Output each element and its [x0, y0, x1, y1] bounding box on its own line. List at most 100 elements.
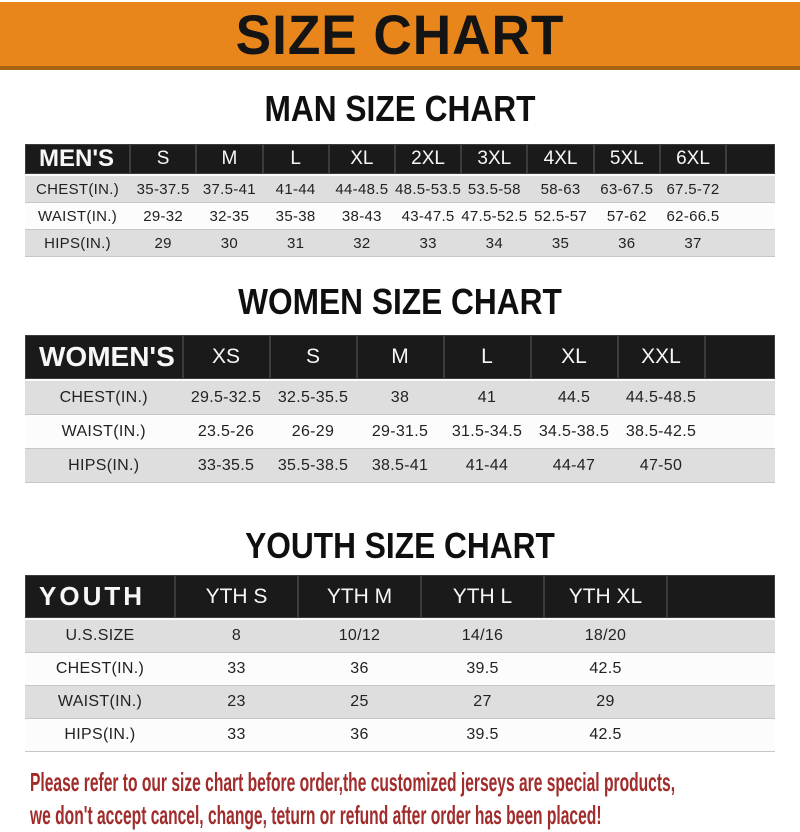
size-value: 36 — [297, 718, 421, 752]
size-value: 44.5-48.5 — [617, 379, 705, 415]
size-value: 36 — [593, 229, 660, 257]
table-row: CHEST(IN.) 35-37.5 37.5-41 41-44 44-48.5 48.5… — [25, 174, 775, 203]
size-value: 23.5-26 — [182, 414, 270, 449]
row-filler — [726, 229, 775, 257]
youth-size-table: YOUTH YTH S YTH M YTH L YTH XL U.S.SIZE 8 10/12… — [25, 575, 775, 752]
row-label: HIPS(IN.) — [25, 448, 183, 483]
size-column-header: XL — [530, 335, 618, 381]
size-column-header: 3XL — [461, 144, 528, 176]
size-value: 27 — [420, 685, 544, 719]
size-value: 35 — [527, 229, 594, 257]
size-column-header: S — [130, 144, 197, 176]
row-label: HIPS(IN.) — [25, 718, 175, 752]
size-value: 10/12 — [297, 618, 421, 653]
size-value: 63-67.5 — [593, 174, 660, 203]
size-column-header: S — [269, 335, 357, 381]
size-value: 29-32 — [130, 202, 197, 230]
row-filler — [726, 174, 775, 203]
size-value: 29 — [130, 229, 197, 257]
table-row: WAIST(IN.) 29-32 32-35 35-38 38-43 43-47.5 47.… — [25, 202, 775, 230]
size-value: 35-37.5 — [130, 174, 197, 203]
size-value: 41-44 — [262, 174, 329, 203]
table-header-row: YOUTH YTH S YTH M YTH L YTH XL — [25, 575, 775, 620]
row-filler — [666, 718, 775, 752]
footer-line-1: Please refer to our size chart before or… — [30, 767, 676, 797]
table-row: HIPS(IN.) 33-35.5 35.5-38.5 38.5-41 41-44 44-… — [25, 448, 775, 483]
size-value: 41-44 — [443, 448, 531, 483]
size-column-header: 4XL — [527, 144, 594, 176]
size-value: 48.5-53.5 — [394, 174, 462, 203]
size-value: 44.5 — [530, 379, 618, 415]
man-size-table: MEN'S S M L XL 2XL 3XL 4XL 5XL 6XL CHEST(IN.) 35-37… — [25, 144, 775, 257]
size-value: 41 — [443, 379, 531, 415]
table-row: HIPS(IN.) 33 36 39.5 42.5 — [25, 718, 775, 752]
size-value: 25 — [297, 685, 421, 719]
size-value: 29.5-32.5 — [182, 379, 270, 415]
table-row: U.S.SIZE 8 10/12 14/16 18/20 — [25, 618, 775, 653]
size-column-header: M — [196, 144, 263, 176]
size-value: 39.5 — [420, 718, 544, 752]
section-title: YOUTH SIZE CHART — [245, 525, 555, 566]
size-value: 31.5-34.5 — [443, 414, 531, 449]
header-filler — [704, 335, 775, 381]
size-value: 36 — [297, 652, 421, 686]
size-value: 44-48.5 — [328, 174, 395, 203]
section-women-size-chart: WOMEN SIZE CHART WOMEN'S XS S M L XL XXL CHEST(I… — [0, 281, 800, 483]
section-man-size-chart: MAN SIZE CHART MEN'S S M L XL 2XL 3XL 4XL 5XL 6XL C… — [0, 88, 800, 257]
size-value: 57-62 — [593, 202, 660, 230]
size-value: 39.5 — [420, 652, 544, 686]
table-row: WAIST(IN.) 23 25 27 29 — [25, 685, 775, 719]
table-row: WAIST(IN.) 23.5-26 26-29 29-31.5 31.5-34.5 34… — [25, 414, 775, 449]
size-value: 34 — [461, 229, 528, 257]
size-value: 38.5-41 — [356, 448, 444, 483]
section-title: WOMEN SIZE CHART — [238, 281, 562, 322]
size-value: 53.5-58 — [461, 174, 528, 203]
size-column-header: YTH M — [297, 575, 421, 620]
row-filler — [726, 202, 775, 230]
header-filler — [666, 575, 775, 620]
size-value: 67.5-72 — [659, 174, 727, 203]
size-value: 35.5-38.5 — [269, 448, 357, 483]
row-filler — [704, 448, 775, 483]
size-value: 52.5-57 — [527, 202, 594, 230]
size-value: 32 — [328, 229, 395, 257]
size-value: 14/16 — [420, 618, 544, 653]
size-column-header: L — [262, 144, 329, 176]
section-youth-size-chart: YOUTH SIZE CHART YOUTH YTH S YTH M YTH L YTH … — [0, 525, 800, 752]
table-header-row: WOMEN'S XS S M L XL XXL — [25, 335, 775, 381]
size-column-header: XL — [328, 144, 395, 176]
row-label: CHEST(IN.) — [25, 379, 183, 415]
size-value: 38 — [356, 379, 444, 415]
size-value: 34.5-38.5 — [530, 414, 618, 449]
size-value: 8 — [174, 618, 298, 653]
size-value: 33-35.5 — [182, 448, 270, 483]
size-column-header: L — [443, 335, 531, 381]
page-title: SIZE CHART — [235, 2, 565, 66]
size-value: 26-29 — [269, 414, 357, 449]
size-column-header: YTH S — [174, 575, 298, 620]
row-filler — [704, 414, 775, 449]
table-row: HIPS(IN.) 29 30 31 32 33 34 35 36 37 — [25, 229, 775, 257]
size-column-header: XS — [182, 335, 270, 381]
size-value: 47.5-52.5 — [461, 202, 528, 230]
table-header-label: MEN'S — [25, 144, 131, 176]
size-column-header: YTH L — [420, 575, 544, 620]
row-filler — [704, 379, 775, 415]
footer-note: Please refer to our size chart before or… — [0, 766, 800, 832]
table-header-label: YOUTH — [25, 575, 175, 620]
size-column-header: 5XL — [593, 144, 660, 176]
size-value: 33 — [174, 652, 298, 686]
size-value: 32.5-35.5 — [269, 379, 357, 415]
size-value: 31 — [262, 229, 329, 257]
size-value: 38-43 — [328, 202, 395, 230]
size-value: 62-66.5 — [659, 202, 727, 230]
size-value: 44-47 — [530, 448, 618, 483]
row-label: WAIST(IN.) — [25, 202, 131, 230]
row-label: WAIST(IN.) — [25, 685, 175, 719]
size-sections-container: MAN SIZE CHART MEN'S S M L XL 2XL 3XL 4XL 5XL 6XL C… — [0, 88, 800, 752]
size-value: 37 — [659, 229, 727, 257]
size-value: 42.5 — [543, 718, 667, 752]
size-value: 29-31.5 — [356, 414, 444, 449]
table-row: CHEST(IN.) 33 36 39.5 42.5 — [25, 652, 775, 686]
